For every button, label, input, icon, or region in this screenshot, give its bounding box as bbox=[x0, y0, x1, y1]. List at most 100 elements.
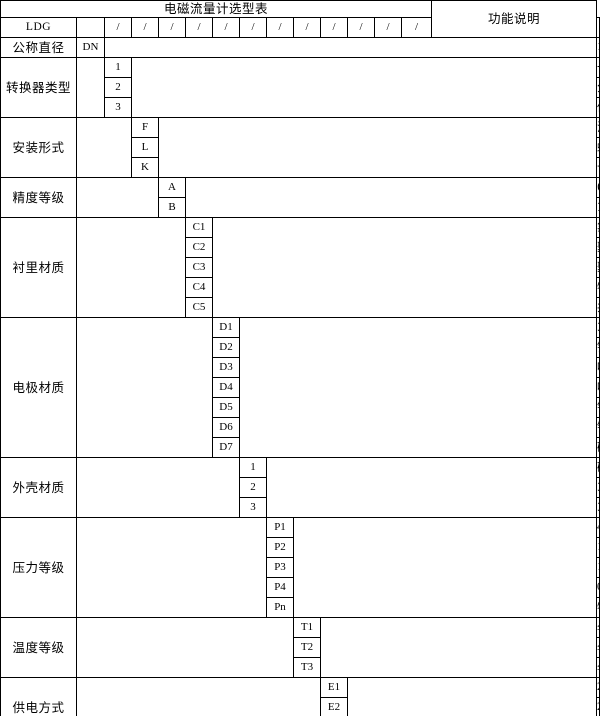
option-code-9-1[interactable]: T1 bbox=[293, 617, 321, 638]
group-label-10: 供电方式 bbox=[0, 677, 77, 716]
option-code-4-2[interactable]: B bbox=[158, 197, 186, 218]
option-description-3-3: 卡箍安装 bbox=[596, 157, 600, 178]
option-code-7-2[interactable]: 2 bbox=[239, 477, 267, 498]
page-title: 电磁流量计选型表 bbox=[0, 0, 433, 18]
code-strip-tail bbox=[596, 17, 600, 38]
option-description-6-3: 哈B电极 bbox=[596, 357, 600, 378]
filler-left-6 bbox=[76, 317, 213, 458]
option-description-8-2: 1.6MPa（DN15~150） bbox=[596, 537, 600, 558]
code-box-7[interactable]: / bbox=[239, 17, 267, 38]
option-code-3-1[interactable]: F bbox=[131, 117, 159, 138]
table-row: 2 分体式 bbox=[1, 77, 600, 98]
table-row: 转换器类型 1 一体式 bbox=[0, 57, 600, 118]
model-code-row: LDG / / / / / / / / / / / / bbox=[0, 17, 600, 38]
option-code-6-5[interactable]: D5 bbox=[212, 397, 240, 418]
option-code-3-3[interactable]: K bbox=[131, 157, 159, 178]
option-code-2-1[interactable]: 1 bbox=[104, 57, 132, 78]
option-description-6-1: 316L电极 bbox=[596, 317, 600, 338]
option-code-6-1[interactable]: D1 bbox=[212, 317, 240, 338]
option-code-5-3[interactable]: C3 bbox=[185, 257, 213, 278]
table-row: 3 316L不锈钢 bbox=[1, 497, 600, 518]
code-box-3[interactable]: / bbox=[131, 17, 159, 38]
option-code-6-4[interactable]: D4 bbox=[212, 377, 240, 398]
code-box-9[interactable]: / bbox=[293, 17, 321, 38]
option-code-8-3[interactable]: P3 bbox=[266, 557, 294, 578]
option-code-8-1[interactable]: P1 bbox=[266, 517, 294, 538]
option-code-4-1[interactable]: A bbox=[158, 177, 186, 198]
option-code-5-2[interactable]: C2 bbox=[185, 237, 213, 258]
option-description-8-4: 0.6MPa(DN700~DN2000) bbox=[596, 577, 600, 598]
filler-left-8 bbox=[76, 517, 267, 618]
code-box-6[interactable]: / bbox=[212, 17, 240, 38]
title-row: 电磁流量计选型表 功能说明 bbox=[0, 0, 600, 38]
option-code-5-5[interactable]: C5 bbox=[185, 297, 213, 318]
code-box-2[interactable]: / bbox=[104, 17, 132, 38]
table-row: 安装形式 F 法兰安装 bbox=[0, 117, 600, 178]
option-code-10-1[interactable]: E1 bbox=[320, 677, 348, 698]
code-box-10[interactable]: / bbox=[320, 17, 348, 38]
option-code-8-4[interactable]: P4 bbox=[266, 577, 294, 598]
option-code-3-2[interactable]: L bbox=[131, 137, 159, 158]
table-row: 2 304不锈钢 bbox=[1, 477, 600, 498]
option-description-10-1: 220VAC bbox=[596, 677, 600, 698]
option-description-2-1: 一体式 bbox=[596, 57, 600, 78]
slash-glyph: / bbox=[305, 20, 309, 33]
option-description-6-7: 碳化钨 bbox=[596, 437, 600, 458]
table-row: 外壳材质 1 碳钢 bbox=[0, 457, 600, 518]
code-box-4[interactable]: / bbox=[158, 17, 186, 38]
option-description-9-2: ≤120℃(PTEP/FEP) bbox=[596, 637, 600, 658]
option-description-4-1: 0.5级 bbox=[596, 177, 600, 198]
code-box-13[interactable]: / bbox=[400, 17, 433, 38]
option-code-8-5[interactable]: Pn bbox=[266, 597, 294, 618]
code-box-8[interactable]: / bbox=[266, 17, 294, 38]
code-box-1[interactable] bbox=[76, 17, 105, 38]
option-code-2-2[interactable]: 2 bbox=[104, 77, 132, 98]
slash-glyph: / bbox=[332, 20, 336, 33]
option-code-10-2[interactable]: E2 bbox=[320, 697, 348, 716]
option-code-9-2[interactable]: T2 bbox=[293, 637, 321, 658]
slash-glyph: / bbox=[116, 20, 120, 33]
option-description-5-4: 特氟龙（F46/FEP） bbox=[596, 277, 600, 298]
option-code-2-3[interactable]: 3 bbox=[104, 97, 132, 118]
model-prefix: LDG bbox=[0, 17, 77, 38]
group-label-4: 精度等级 bbox=[0, 177, 77, 218]
filler-right-5 bbox=[211, 217, 598, 318]
option-code-5-4[interactable]: C4 bbox=[185, 277, 213, 298]
option-code-6-3[interactable]: D3 bbox=[212, 357, 240, 378]
option-description-8-1: 4.0MPa（DN10~150） bbox=[596, 517, 600, 538]
table-row: 温度等级 T1 ≤80℃(CR/PU) bbox=[0, 617, 600, 678]
option-code-6-6[interactable]: D6 bbox=[212, 417, 240, 438]
option-code-7-1[interactable]: 1 bbox=[239, 457, 267, 478]
option-code-8-2[interactable]: P2 bbox=[266, 537, 294, 558]
option-code-7-3[interactable]: 3 bbox=[239, 497, 267, 518]
table-row: 电极材质 D1 316L电极 bbox=[0, 317, 600, 458]
code-box-5[interactable]: / bbox=[185, 17, 213, 38]
code-box-12[interactable]: / bbox=[374, 17, 402, 38]
function-description-header: 功能说明 bbox=[431, 0, 598, 38]
option-code-1-1[interactable]: DN bbox=[76, 37, 105, 58]
slash-glyph: / bbox=[359, 20, 363, 33]
option-description-8-5: 特殊定制 bbox=[596, 597, 600, 618]
group-label-3: 安装形式 bbox=[0, 117, 77, 178]
slash-glyph: / bbox=[170, 20, 174, 33]
option-description-3-2: 螺纹安装 bbox=[596, 137, 600, 158]
option-description-9-1: ≤80℃(CR/PU) bbox=[596, 617, 600, 638]
option-description-3-1: 法兰安装 bbox=[596, 117, 600, 138]
option-code-6-7[interactable]: D7 bbox=[212, 437, 240, 458]
option-code-5-1[interactable]: C1 bbox=[185, 217, 213, 238]
option-description-7-1: 碳钢 bbox=[596, 457, 600, 478]
option-description-6-2: 钛合金 bbox=[596, 337, 600, 358]
code-box-11[interactable]: / bbox=[347, 17, 375, 38]
option-description-2-2: 分体式 bbox=[596, 77, 600, 98]
option-code-9-3[interactable]: T3 bbox=[293, 657, 321, 678]
table-row: Pn 特殊定制 bbox=[1, 597, 600, 618]
option-description-5-1: 氯丁橡胶（CR） bbox=[596, 217, 600, 238]
group-label-7: 外壳材质 bbox=[0, 457, 77, 518]
table-row: L 螺纹安装 bbox=[1, 137, 600, 158]
table-row: 衬里材质 C1 氯丁橡胶（CR） bbox=[0, 217, 600, 318]
filler-right-7 bbox=[265, 457, 598, 518]
table-row: B 1.0级 bbox=[1, 197, 600, 218]
option-code-6-2[interactable]: D2 bbox=[212, 337, 240, 358]
table-row: 供电方式 E1 220VAC bbox=[0, 677, 600, 716]
